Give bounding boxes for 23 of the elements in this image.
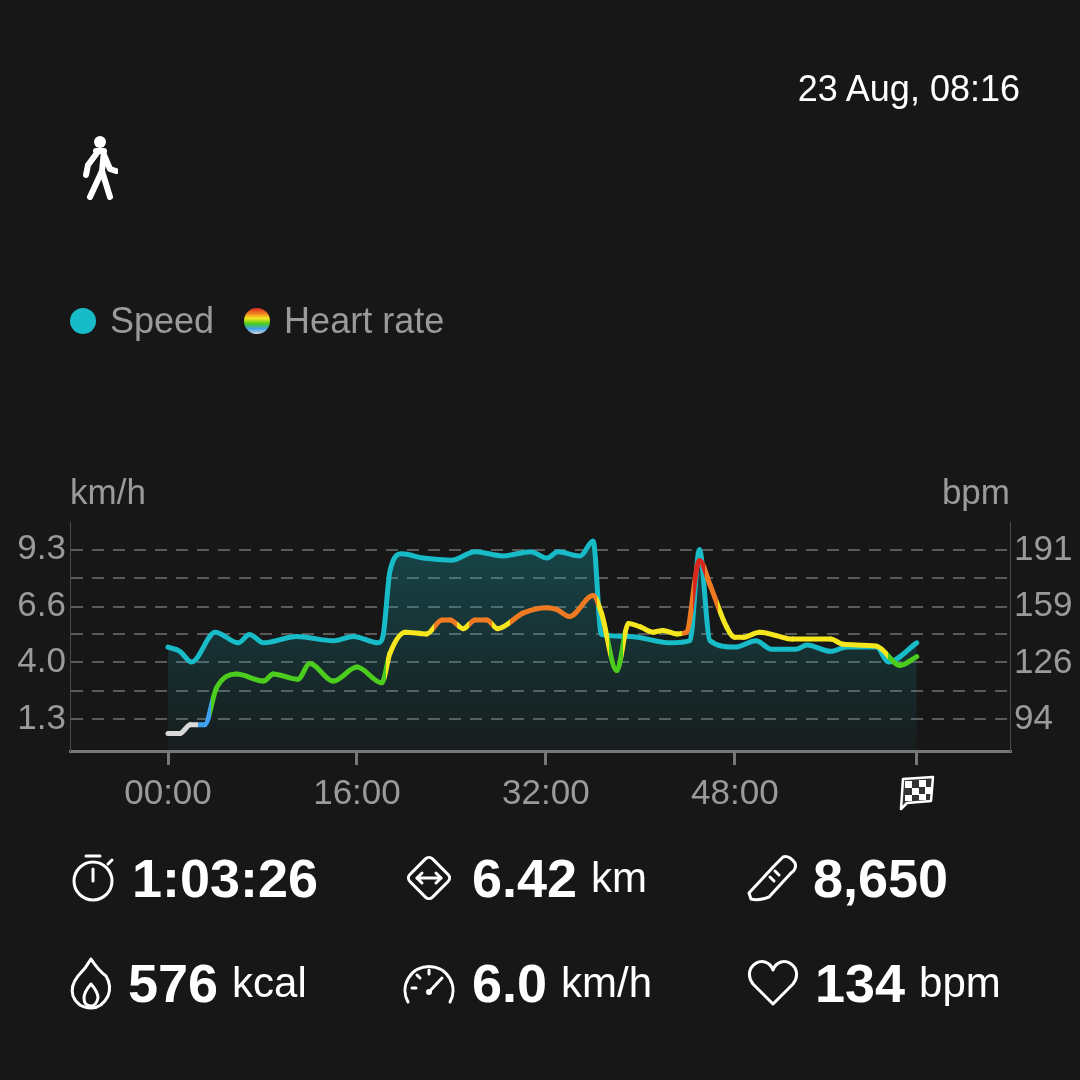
text: 8,650 xyxy=(813,847,949,909)
text: 576 kcal xyxy=(128,952,307,1014)
y2-tick-label: 191 xyxy=(1014,527,1073,567)
text: 1:03:26 xyxy=(132,847,319,909)
y2-axis-title: bpm xyxy=(941,472,1010,512)
y2-tick-label: 94 xyxy=(1014,697,1053,737)
text: 134 bpm xyxy=(815,952,1001,1014)
text: 6.0 km/h xyxy=(472,952,653,1014)
y-tick-label: 4.0 xyxy=(17,639,66,679)
y2-tick-label: 126 xyxy=(1014,641,1073,681)
x-tick-label: 00:00 xyxy=(124,771,212,811)
y-tick-label: 9.3 xyxy=(17,527,66,567)
y2-tick-label: 159 xyxy=(1014,583,1073,623)
legend-label: Speed xyxy=(110,300,215,342)
x-tick-label: 48:00 xyxy=(691,771,779,811)
y-tick-label: 1.3 xyxy=(17,696,66,736)
y-axis-title: km/h xyxy=(70,472,146,512)
x-tick-label: 16:00 xyxy=(313,771,401,811)
legend-label: Heart rate xyxy=(284,300,445,342)
x-tick-label: 32:00 xyxy=(502,771,590,811)
y-tick-label: 6.6 xyxy=(17,584,66,624)
chart-subtitle: 23 Aug, 08:16 xyxy=(797,68,1020,110)
text: 6.42 km xyxy=(472,847,648,909)
